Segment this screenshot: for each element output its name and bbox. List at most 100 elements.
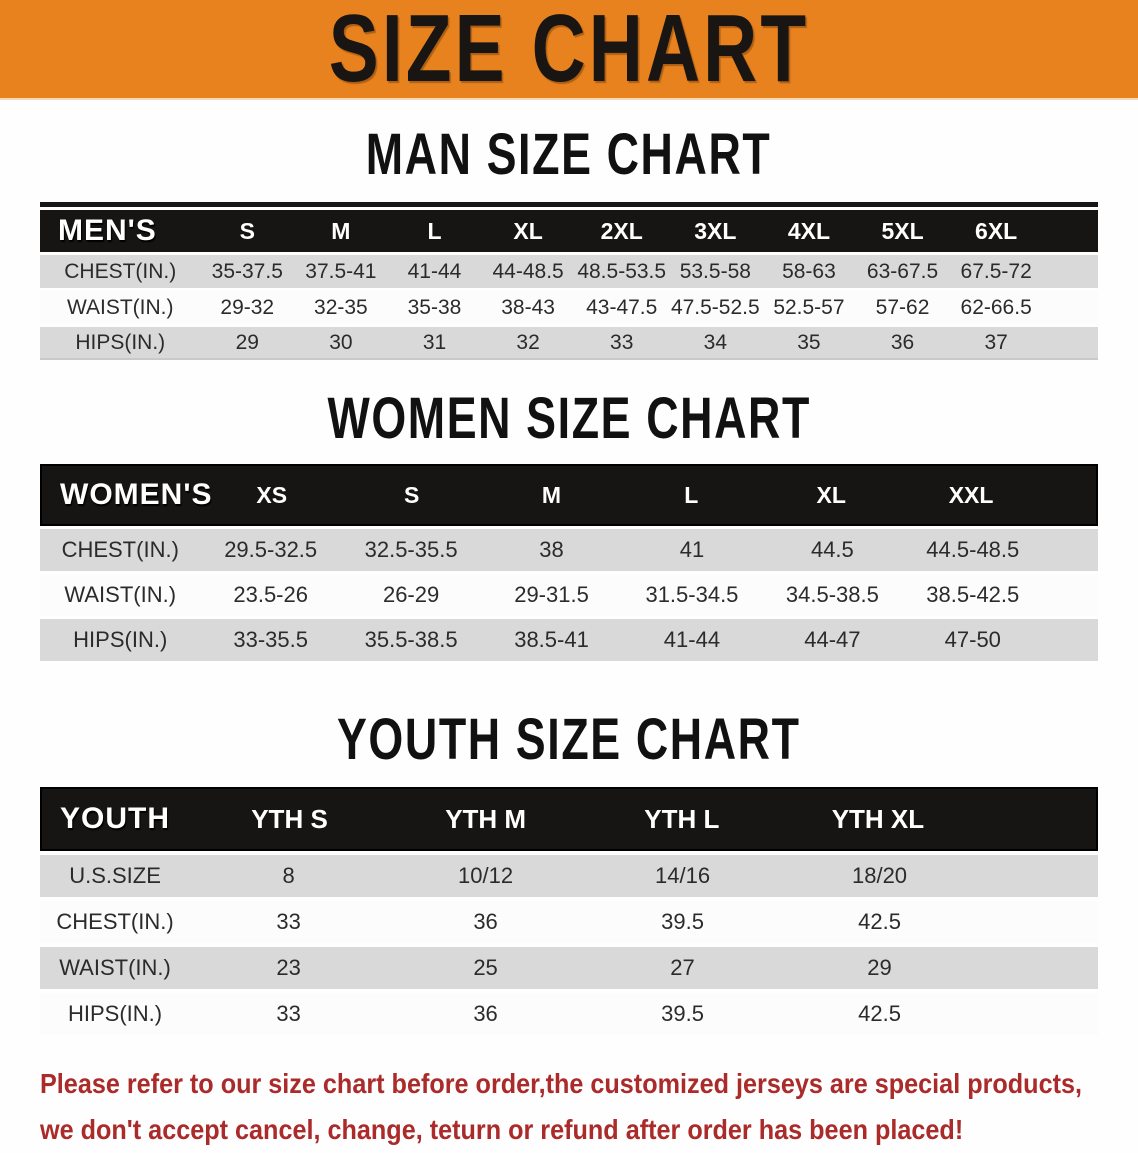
men-table-corner-label: MEN'S — [58, 214, 157, 247]
row-label: CHEST(IN.) — [64, 259, 177, 283]
size-cell: 33 — [276, 1001, 301, 1026]
size-cell: 32.5-35.5 — [364, 537, 458, 562]
men-size-table: MEN'S S M L XL 2XL 3XL 4XL 5XL 6XL CHEST… — [40, 202, 1098, 360]
row-label: WAIST(IN.) — [66, 295, 174, 319]
size-cell: 33 — [276, 909, 301, 934]
size-column-header: S — [239, 217, 255, 244]
table-row: U.S.SIZE 8 10/12 14/16 18/20 — [40, 855, 1098, 897]
size-cell: 8 — [282, 863, 295, 888]
size-cell: 39.5 — [661, 1001, 704, 1026]
size-column-header: M — [331, 217, 351, 244]
size-cell: 44.5 — [810, 537, 854, 562]
size-cell: 47.5-52.5 — [670, 295, 760, 319]
size-cell: 35-38 — [407, 295, 462, 319]
size-cell: 42.5 — [858, 909, 901, 934]
row-label: HIPS(IN.) — [73, 627, 168, 652]
size-cell: 67.5-72 — [960, 259, 1032, 283]
size-cell: 57-62 — [875, 295, 930, 319]
size-chart-banner: SIZE CHART — [0, 0, 1138, 100]
size-column-header: 5XL — [881, 217, 924, 244]
size-column-header: XL — [513, 217, 543, 244]
women-table-corner-label: WOMEN'S — [60, 478, 213, 511]
size-cell: 36 — [473, 909, 498, 934]
size-cell: 29.5-32.5 — [224, 537, 318, 562]
size-cell: 29 — [235, 330, 259, 354]
size-cell: 44-47 — [804, 627, 861, 652]
row-label: WAIST(IN.) — [64, 582, 177, 607]
row-label: WAIST(IN.) — [59, 955, 171, 980]
size-cell: 39.5 — [661, 909, 704, 934]
size-column-header: L — [684, 481, 699, 508]
size-cell: 32-35 — [314, 295, 368, 319]
table-row: HIPS(IN.) 29 30 31 32 33 34 35 36 37 — [40, 327, 1098, 360]
size-column-header: YTH M — [445, 803, 527, 834]
youth-table-corner-label: YOUTH — [60, 802, 170, 835]
size-cell: 29-32 — [220, 295, 275, 319]
size-cell: 38.5-41 — [514, 627, 589, 652]
size-cell: 26-29 — [382, 582, 440, 607]
size-cell: 14/16 — [655, 863, 711, 888]
youth-section-heading: YOUTH SIZE CHART — [337, 705, 801, 772]
size-column-header: 2XL — [600, 217, 643, 244]
size-cell: 41 — [679, 537, 705, 562]
women-section-heading: WOMEN SIZE CHART — [327, 384, 811, 451]
table-row: CHEST(IN.) 35-37.5 37.5-41 41-44 44-48.5… — [40, 255, 1098, 288]
size-cell: 38-43 — [501, 295, 555, 319]
size-column-header: YTH S — [251, 803, 328, 834]
order-policy-note: Please refer to our size chart before or… — [40, 1061, 1138, 1153]
size-column-header: S — [403, 481, 420, 508]
size-cell: 41-44 — [663, 627, 721, 652]
size-cell: 35.5-38.5 — [364, 627, 458, 652]
size-cell: 37.5-41 — [305, 259, 377, 283]
size-cell: 52.5-57 — [773, 295, 845, 319]
size-cell: 10/12 — [458, 863, 514, 888]
row-label: CHEST(IN.) — [56, 909, 174, 934]
size-column-header: L — [427, 217, 442, 244]
size-column-header: 4XL — [787, 217, 831, 244]
size-cell: 36 — [473, 1001, 498, 1026]
size-cell: 34.5-38.5 — [785, 582, 879, 607]
size-cell: 48.5-53.5 — [577, 259, 667, 283]
size-column-header: XL — [816, 481, 846, 508]
men-section-heading: MAN SIZE CHART — [366, 120, 772, 187]
table-row: HIPS(IN.) 33 36 39.5 42.5 — [40, 993, 1098, 1035]
size-cell: 18/20 — [851, 863, 908, 888]
size-column-header: YTH XL — [831, 803, 925, 834]
size-cell: 53.5-58 — [679, 259, 751, 283]
size-cell: 30 — [329, 330, 353, 354]
size-cell: 42.5 — [858, 1001, 901, 1026]
size-cell: 47-50 — [944, 627, 1001, 652]
table-row: WAIST(IN.) 23 25 27 29 — [40, 947, 1098, 989]
table-row: CHEST(IN.) 33 36 39.5 42.5 — [40, 901, 1098, 943]
size-cell: 44-48.5 — [492, 259, 564, 283]
size-cell: 33 — [610, 330, 634, 354]
row-label: U.S.SIZE — [69, 863, 161, 888]
size-column-header: XXL — [948, 481, 994, 508]
size-column-header: M — [541, 481, 562, 508]
size-column-header: YTH L — [644, 803, 720, 834]
table-row: HIPS(IN.) 33-35.5 35.5-38.5 38.5-41 41-4… — [40, 619, 1098, 661]
size-cell: 63-67.5 — [866, 259, 939, 283]
size-cell: 31.5-34.5 — [645, 582, 739, 607]
size-cell: 27 — [670, 955, 695, 980]
men-table-top-border — [40, 202, 1098, 207]
size-cell: 23 — [276, 955, 301, 980]
size-cell: 29-31.5 — [514, 582, 589, 607]
size-cell: 36 — [890, 330, 915, 354]
order-policy-line-1: Please refer to our size chart before or… — [40, 1068, 1083, 1099]
men-table-header-row: MEN'S S M L XL 2XL 3XL 4XL 5XL 6XL — [40, 210, 1098, 252]
size-column-header: 6XL — [975, 217, 1018, 244]
row-label: HIPS(IN.) — [67, 1001, 163, 1026]
women-table-header-row: WOMEN'S XS S M L XL XXL — [40, 464, 1098, 526]
order-policy-line-2: we don't accept cancel, change, teturn o… — [40, 1114, 964, 1145]
size-cell: 37 — [984, 330, 1008, 354]
size-cell: 35 — [797, 330, 821, 354]
youth-table-header-row: YOUTH YTH S YTH M YTH L YTH XL — [40, 787, 1098, 851]
size-cell: 23.5-26 — [233, 582, 308, 607]
youth-size-table: YOUTH YTH S YTH M YTH L YTH XL U.S.SIZE … — [40, 787, 1098, 1035]
banner-title: SIZE CHART — [328, 0, 810, 102]
table-row: CHEST(IN.) 29.5-32.5 32.5-35.5 38 41 44.… — [40, 529, 1098, 571]
size-cell: 58-63 — [782, 259, 836, 283]
size-cell: 33-35.5 — [233, 627, 308, 652]
size-cell: 31 — [422, 330, 447, 354]
